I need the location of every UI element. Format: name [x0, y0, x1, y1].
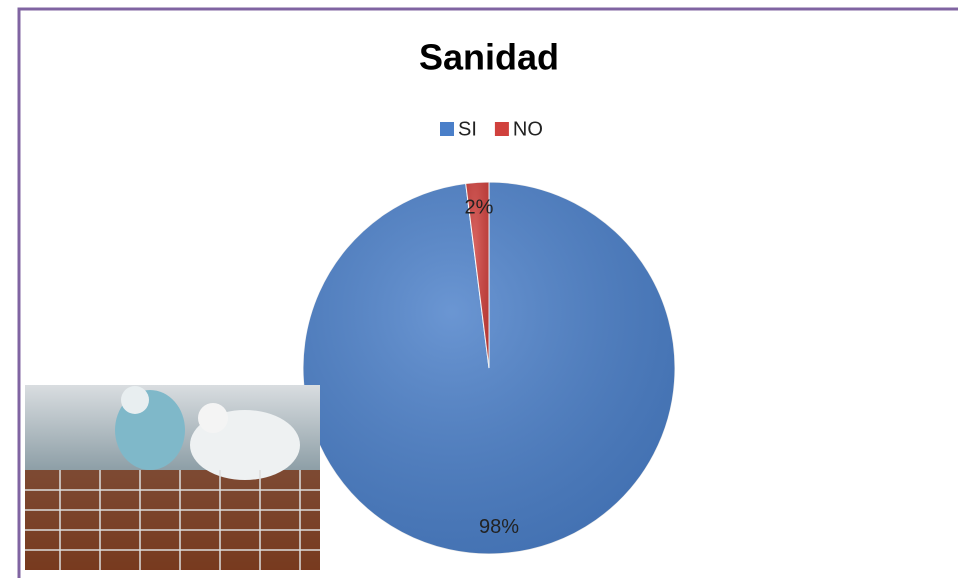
page: Sanidad SINO 98%2% (() => { const data =… [0, 0, 958, 578]
pie: 98% 2% [303, 182, 675, 554]
chart-title: Sanidad [419, 37, 559, 78]
photo [25, 385, 320, 570]
worker-head [121, 386, 149, 414]
hens [25, 470, 320, 570]
worker-head [198, 403, 228, 433]
legend-swatch [495, 122, 509, 136]
legend-swatch [440, 122, 454, 136]
chart: Sanidad SI NO 98% 2% [0, 0, 958, 578]
data-label: 98% [479, 516, 519, 538]
legend-label: SI [458, 118, 477, 140]
data-label: 2% [465, 197, 494, 219]
legend-label: NO [513, 118, 543, 140]
